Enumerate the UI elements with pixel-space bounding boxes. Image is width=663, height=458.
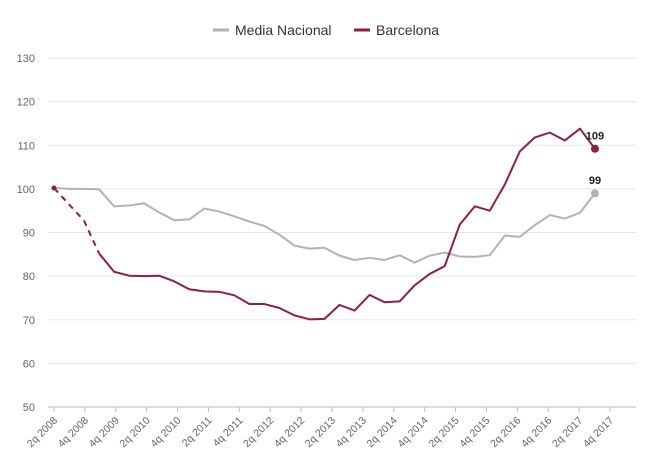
x-tick-label: 4q 2012: [272, 415, 307, 450]
end-labels: 99 109: [586, 131, 604, 187]
y-tick-label: 120: [17, 97, 35, 109]
y-tick-label: 100: [17, 184, 35, 196]
x-tick-label: 4q 2014: [395, 415, 430, 450]
legend: Media Nacional Barcelona: [213, 22, 439, 38]
x-tick-label: 2q 2012: [241, 415, 276, 450]
series-line-dashed-1: [53, 187, 100, 254]
end-value-label-0: 99: [589, 175, 601, 187]
grid-lines: [48, 57, 636, 408]
y-tick-label: 90: [23, 228, 35, 240]
series-end-point-1: [590, 144, 599, 153]
y-tick-label: 110: [17, 140, 35, 152]
y-axis-ticks: 50 60 70 80 90 100 110 120 130: [17, 53, 35, 414]
x-tick-label: 4q 2013: [334, 415, 369, 450]
x-tick-label: 4q 2011: [211, 415, 246, 450]
y-tick-label: 130: [17, 53, 35, 65]
x-tick-label: 2q 2017: [550, 415, 585, 450]
x-tick-label: 2q 2014: [365, 415, 400, 450]
series-line-1: [98, 127, 596, 321]
x-tick-label: 2q 2015: [426, 415, 461, 450]
y-tick-label: 60: [23, 358, 35, 370]
y-tick-label: 50: [23, 402, 35, 414]
x-tick-label: 4q 2015: [457, 415, 492, 450]
x-tick-label: 4q 2009: [87, 415, 122, 450]
x-tick-label: 4q 2016: [519, 415, 554, 450]
y-tick-label: 70: [23, 315, 35, 327]
x-tick-label: 2q 2016: [488, 415, 523, 450]
x-tick-label: 2q 2013: [303, 415, 338, 450]
series-line-0: [53, 187, 596, 264]
x-tick-label: 2q 2008: [25, 415, 60, 450]
x-tick-label: 4q 2010: [148, 415, 183, 450]
x-tick-label: 4q 2017: [581, 415, 616, 450]
series-start-point-1: [51, 185, 57, 191]
x-tick-label: 2q 2011: [180, 415, 215, 450]
legend-label-1: Barcelona: [376, 22, 439, 38]
series-lines: [51, 127, 599, 321]
series-end-point-0: [590, 189, 599, 198]
y-tick-label: 80: [23, 271, 35, 283]
x-tick-label: 2q 2010: [117, 415, 152, 450]
x-tick-label: 4q 2008: [56, 415, 91, 450]
legend-label-0: Media Nacional: [235, 22, 332, 38]
end-value-label-1: 109: [586, 131, 604, 143]
